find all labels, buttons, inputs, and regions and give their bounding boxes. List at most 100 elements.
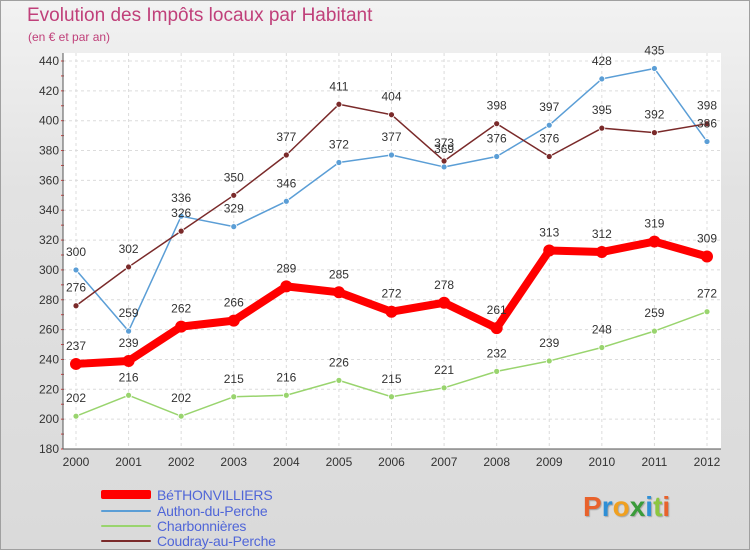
data-point-coudray-au-perche [177, 227, 185, 235]
data-point-charbonni-res [493, 367, 501, 375]
data-label-authon-du-perche: 397 [539, 100, 559, 114]
x-tick-label: 2001 [115, 455, 142, 469]
data-label-charbonni-res: 202 [66, 391, 86, 405]
y-tick-label: 300 [39, 263, 59, 277]
data-point-b-thonvilliers [122, 354, 135, 367]
data-label-authon-du-perche: 369 [434, 142, 454, 156]
legend-swatch [101, 509, 151, 512]
data-label-b-thonvilliers: 237 [66, 339, 86, 353]
data-label-coudray-au-perche: 398 [487, 99, 507, 113]
data-label-authon-du-perche: 377 [381, 130, 401, 144]
data-label-coudray-au-perche: 276 [66, 281, 86, 295]
data-point-authon-du-perche [440, 163, 448, 171]
legend-label: Charbonnières [157, 517, 247, 534]
legend-swatch [101, 539, 151, 542]
chart-title: Evolution des Impôts locaux par Habitant [27, 5, 373, 26]
legend-item-b-thonvilliers: BéTHONVILLIERS [101, 486, 273, 503]
data-point-authon-du-perche [72, 266, 80, 274]
y-tick-label: 200 [39, 412, 59, 426]
data-point-charbonni-res [545, 357, 553, 365]
data-point-coudray-au-perche [282, 151, 290, 159]
x-tick-label: 2010 [588, 455, 615, 469]
legend-swatch [101, 490, 151, 499]
data-label-authon-du-perche: 376 [487, 132, 507, 146]
x-tick-label: 2006 [378, 455, 405, 469]
data-point-authon-du-perche [598, 75, 606, 83]
y-tick-label: 440 [39, 54, 59, 68]
y-tick-label: 420 [39, 84, 59, 98]
data-label-charbonni-res: 226 [329, 355, 349, 369]
x-tick-label: 2005 [326, 455, 353, 469]
data-point-b-thonvilliers [175, 320, 188, 333]
data-point-authon-du-perche [177, 212, 185, 220]
data-label-charbonni-res: 248 [592, 323, 612, 337]
x-tick-label: 2011 [642, 455, 668, 469]
data-label-authon-du-perche: 336 [171, 191, 191, 205]
data-label-b-thonvilliers: 261 [487, 303, 507, 317]
x-tick-label: 2002 [168, 455, 195, 469]
data-label-coudray-au-perche: 373 [434, 136, 454, 150]
data-point-authon-du-perche [125, 327, 132, 335]
data-label-authon-du-perche: 346 [276, 176, 296, 190]
data-label-charbonni-res: 239 [539, 336, 559, 350]
y-tick-label: 180 [39, 442, 59, 456]
y-tick-label: 380 [39, 144, 59, 158]
data-label-b-thonvilliers: 319 [644, 217, 664, 231]
data-label-charbonni-res: 221 [434, 363, 454, 377]
data-point-charbonni-res [651, 327, 658, 335]
data-point-b-thonvilliers [543, 244, 556, 257]
data-point-charbonni-res [598, 344, 606, 351]
x-tick-label: 2000 [63, 455, 90, 469]
legend-label: BéTHONVILLIERS [157, 486, 273, 503]
legend-item-coudray-au-perche: Coudray-au-Perche [101, 533, 276, 549]
data-label-b-thonvilliers: 239 [119, 336, 139, 350]
data-point-charbonni-res [230, 393, 238, 401]
data-point-authon-du-perche [545, 121, 553, 129]
data-point-charbonni-res [388, 393, 395, 401]
data-point-charbonni-res [440, 384, 448, 392]
data-point-coudray-au-perche [440, 157, 448, 165]
logo-letter: x [629, 491, 646, 522]
data-label-authon-du-perche: 372 [329, 137, 349, 151]
data-point-b-thonvilliers [490, 322, 503, 335]
data-point-coudray-au-perche [651, 129, 658, 137]
legend-label: Authon-du-Perche [157, 502, 268, 519]
data-point-b-thonvilliers [332, 286, 345, 299]
logo-letter: P [583, 491, 602, 522]
y-tick-label: 260 [39, 323, 59, 337]
data-point-coudray-au-perche [230, 191, 238, 199]
data-label-authon-du-perche: 329 [224, 202, 244, 216]
proxiti-logo: Proxiti [583, 491, 670, 523]
data-label-coudray-au-perche: 302 [119, 242, 139, 256]
data-point-b-thonvilliers [227, 314, 240, 327]
x-tick-label: 2009 [536, 455, 563, 469]
data-point-b-thonvilliers [280, 280, 293, 293]
data-label-charbonni-res: 215 [224, 372, 244, 386]
y-tick-label: 400 [39, 114, 59, 128]
logo-letter: o [612, 491, 630, 522]
chart-subtitle: (en € et par an) [28, 30, 111, 44]
data-label-coudray-au-perche: 404 [381, 90, 401, 104]
data-point-coudray-au-perche [125, 263, 132, 271]
data-point-charbonni-res [282, 391, 290, 399]
y-tick-label: 340 [39, 203, 59, 217]
data-label-b-thonvilliers: 285 [329, 267, 349, 281]
data-point-charbonni-res [125, 391, 132, 399]
data-point-charbonni-res [177, 412, 185, 420]
data-point-authon-du-perche [493, 153, 501, 160]
data-point-b-thonvilliers [648, 235, 661, 248]
data-label-b-thonvilliers: 289 [276, 261, 296, 275]
data-label-coudray-au-perche: 392 [644, 108, 664, 122]
data-point-authon-du-perche [282, 197, 290, 205]
data-label-charbonni-res: 216 [119, 370, 139, 384]
data-point-coudray-au-perche [598, 124, 606, 132]
data-point-b-thonvilliers [385, 305, 398, 318]
logo-letter: t [653, 491, 663, 522]
y-tick-label: 240 [39, 352, 59, 366]
data-label-coudray-au-perche: 411 [329, 79, 348, 93]
data-label-b-thonvilliers: 262 [171, 302, 191, 316]
data-point-b-thonvilliers [438, 296, 451, 309]
logo-letter: i [662, 491, 671, 522]
data-label-charbonni-res: 272 [697, 287, 717, 301]
